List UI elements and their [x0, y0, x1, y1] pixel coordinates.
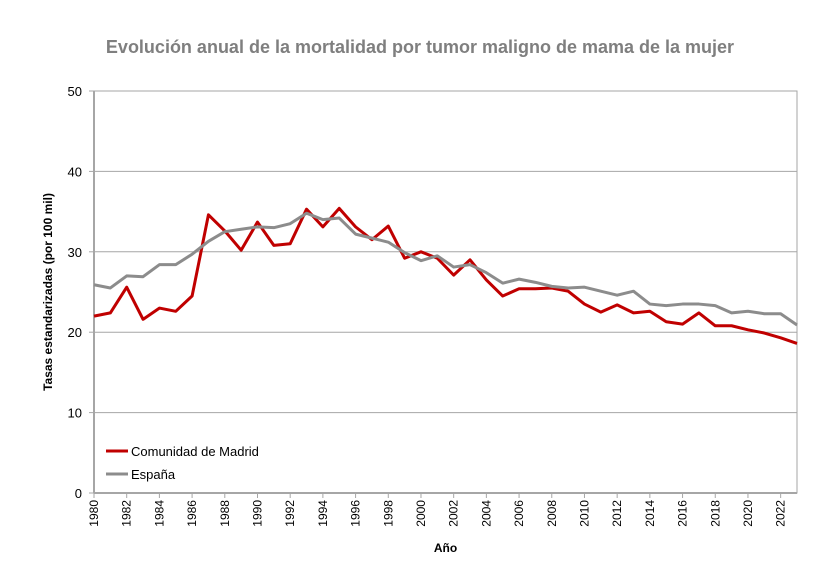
x-tick-label: 2012	[610, 500, 624, 527]
x-tick-label: 2020	[741, 500, 755, 527]
x-tick-label: 2002	[447, 500, 461, 527]
x-tick-label: 2010	[577, 500, 591, 527]
x-tick-label: 1998	[381, 500, 395, 527]
x-tick-label: 1982	[120, 500, 134, 527]
x-tick-label: 1984	[152, 500, 166, 527]
x-tick-label: 1980	[87, 500, 101, 527]
plot-area	[93, 90, 798, 494]
y-tick-label: 30	[68, 245, 82, 260]
x-tick-label: 2022	[774, 500, 788, 527]
x-tick-label: 1996	[349, 500, 363, 527]
x-tick-label: 1988	[218, 500, 232, 527]
x-tick-label: 1994	[316, 500, 330, 527]
y-tick-label: 20	[68, 325, 82, 340]
y-axis-label: Tasas estandarizadas (por 100 mil)	[41, 193, 55, 391]
x-tick-label: 2016	[676, 500, 690, 527]
x-tick-label: 2008	[545, 500, 559, 527]
x-tick-label: 2000	[414, 500, 428, 527]
x-axis-label: Año	[434, 541, 457, 555]
x-tick-label: 1992	[283, 500, 297, 527]
chart-title: Evolución anual de la mortalidad por tum…	[105, 37, 735, 57]
legend-label: España	[131, 467, 176, 482]
y-tick-label: 0	[75, 486, 82, 501]
y-tick-label: 10	[68, 406, 82, 421]
series-line-madrid	[93, 206, 798, 345]
y-tick-label: 40	[68, 164, 82, 179]
x-tick-label: 2014	[643, 500, 657, 527]
legend-label: Comunidad de Madrid	[131, 444, 259, 459]
x-tick-label: 1990	[250, 500, 264, 527]
x-tick-label: 2004	[479, 500, 493, 527]
x-tick-label: 2006	[512, 500, 526, 527]
y-tick-label: 50	[68, 84, 82, 99]
x-tick-label: 1986	[185, 500, 199, 527]
x-tick-label: 2018	[708, 500, 722, 527]
series-line-espana	[93, 211, 798, 327]
